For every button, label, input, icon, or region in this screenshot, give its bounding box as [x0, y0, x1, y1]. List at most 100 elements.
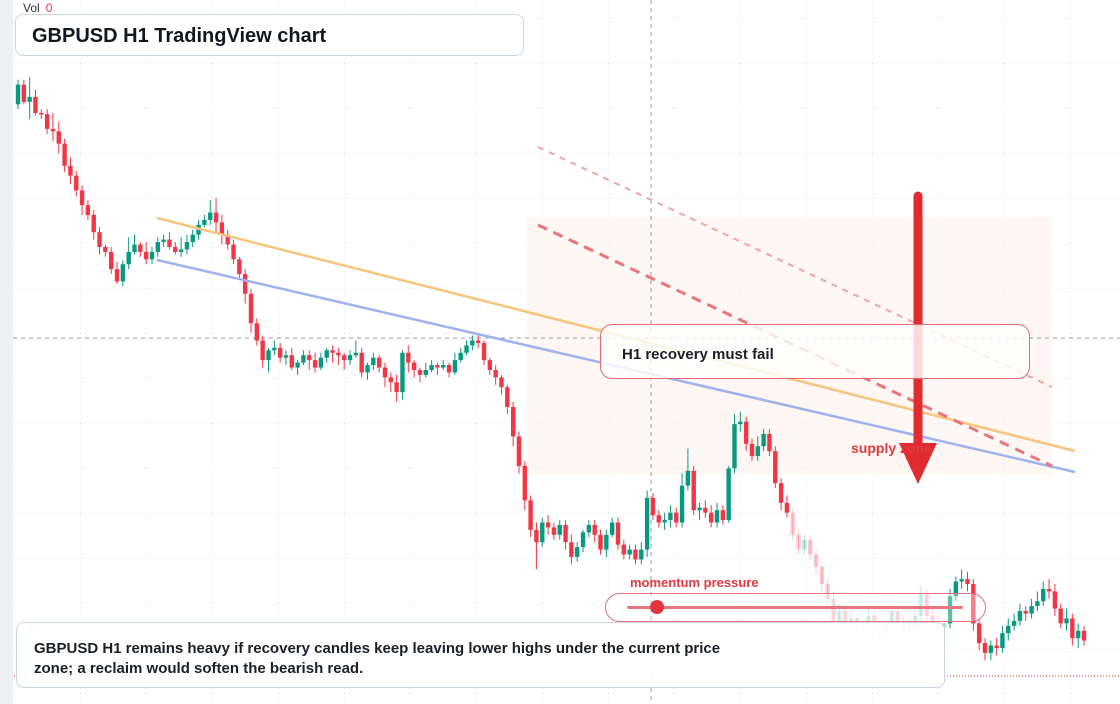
candle-body [429, 365, 434, 370]
candle-body [1023, 611, 1028, 614]
candle-body [819, 566, 825, 584]
candle-body [708, 512, 714, 523]
candle-body [231, 244, 236, 260]
candle-body [895, 611, 900, 621]
candle-body [621, 544, 627, 555]
candle-body [691, 470, 696, 511]
candle-body [668, 512, 673, 521]
candle-body [289, 355, 294, 368]
candle-body [248, 293, 254, 324]
candle-body [260, 340, 265, 361]
candle-body [743, 421, 749, 444]
left-edge-strip [0, 0, 13, 704]
candle-body [738, 421, 743, 425]
projection-line-lower[interactable] [537, 223, 1053, 468]
candle-body [534, 529, 539, 543]
candle-body [208, 212, 213, 220]
candle-body [540, 522, 545, 543]
candle-body [510, 406, 516, 437]
candle-body [277, 347, 283, 358]
candle-body [773, 451, 778, 484]
candle-body [120, 264, 126, 282]
momentum-knob[interactable] [650, 600, 665, 614]
candle-body [930, 615, 935, 624]
candle-body [522, 465, 527, 501]
candle-body [639, 549, 644, 560]
candle-body [674, 512, 679, 523]
candle-body [592, 524, 597, 535]
candle-body [994, 645, 999, 648]
candle-body [1046, 588, 1052, 592]
candle-body [423, 369, 428, 375]
candle-body [825, 584, 830, 599]
candle-body [1058, 608, 1063, 624]
candle-body [545, 522, 551, 528]
momentum-meter[interactable] [605, 593, 986, 622]
candle-body [604, 534, 609, 550]
candle-body [114, 269, 120, 282]
candle-body [44, 114, 50, 129]
candle-body [50, 128, 56, 132]
candle-body [283, 355, 289, 358]
candle-body [580, 532, 586, 548]
candle-body [947, 596, 953, 624]
candle-body [470, 340, 475, 346]
candle-body [312, 360, 318, 368]
candle-body [435, 365, 440, 368]
candle-body [575, 547, 580, 557]
candle-body [569, 542, 574, 557]
candle-body [697, 507, 702, 511]
candle-body [755, 446, 760, 457]
candle-body [1000, 633, 1005, 648]
volume-value: 0 [45, 1, 53, 15]
candle-body [586, 524, 592, 533]
candle-body [487, 360, 493, 370]
candle-body [988, 645, 993, 653]
volume-readout: Vol 0 [23, 1, 52, 15]
candle-body [1011, 620, 1017, 626]
candle-body [685, 470, 691, 486]
candle-body [74, 175, 79, 191]
candle-body [400, 352, 405, 393]
candle-body [330, 350, 335, 353]
candle-body [1081, 630, 1087, 641]
candle-body [516, 436, 522, 466]
candle-body [307, 355, 312, 361]
candle-body [656, 515, 661, 523]
candle-body [598, 534, 603, 550]
candle-body [808, 539, 813, 555]
candle-body [173, 246, 178, 252]
candle-body [662, 520, 667, 523]
candle-body [295, 362, 300, 368]
candle-body [406, 352, 411, 363]
candle-body [563, 524, 568, 543]
summary-box: GBPUSD H1 remains heavy if recovery cand… [16, 622, 945, 688]
momentum-track [627, 600, 963, 614]
candle-body [190, 234, 195, 243]
candle-body [965, 579, 970, 584]
candle-body [1006, 625, 1011, 634]
title-box: GBPUSD H1 TradingView chart [15, 14, 524, 56]
candle-body [452, 360, 458, 373]
candle-body [143, 251, 149, 260]
candle-body [1070, 618, 1075, 639]
candle-body [924, 593, 929, 616]
candle-body [336, 352, 341, 356]
candle-body [376, 357, 382, 368]
recovery-callout[interactable]: H1 recovery must fail [600, 324, 1030, 379]
candle-body [242, 274, 248, 294]
candle-body [68, 165, 73, 176]
candle-body [126, 251, 131, 265]
candle-body [109, 251, 114, 270]
candle-body [388, 377, 394, 383]
candle-body [318, 357, 324, 368]
candle-body [149, 251, 155, 260]
candle-body [103, 246, 108, 252]
candle-body [79, 190, 85, 206]
summary-text: GBPUSD H1 remains heavy if recovery cand… [34, 640, 721, 677]
candle-body [784, 502, 790, 513]
candle-body [1017, 611, 1023, 621]
candle-body [720, 510, 726, 521]
candle-body [778, 483, 784, 503]
candle-body [39, 112, 44, 115]
